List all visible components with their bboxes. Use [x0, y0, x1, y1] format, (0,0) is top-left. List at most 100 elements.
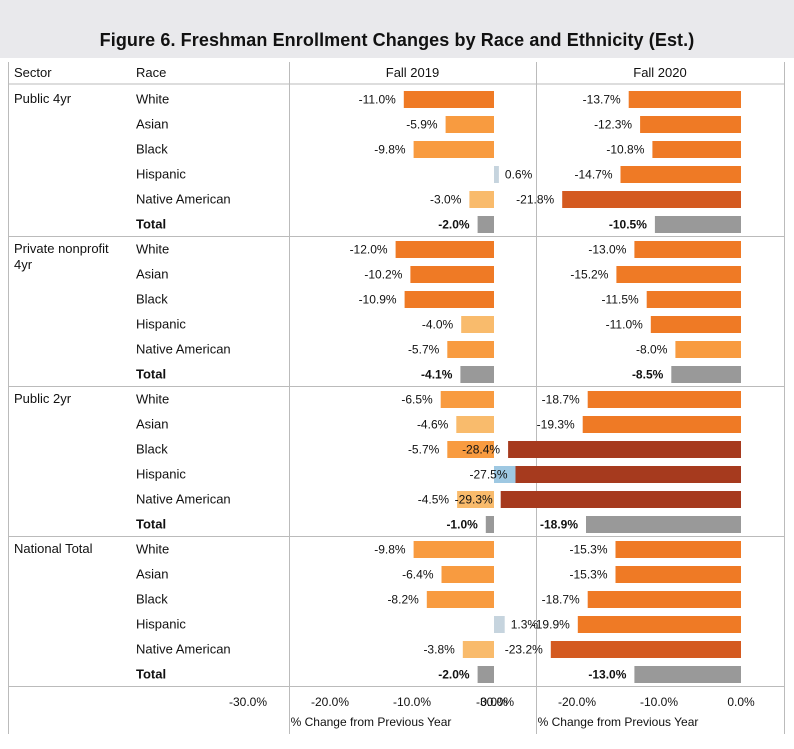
table-rows: Public 4yr White Asian Black Hispanic Native … — [14, 91, 231, 682]
bar — [587, 391, 741, 408]
data-label: -6.5% — [401, 393, 433, 407]
x-tick-label: -20.0% — [558, 695, 596, 709]
sector-label: National Total — [14, 541, 93, 556]
data-label: 1.3% — [511, 618, 539, 632]
bar — [654, 216, 741, 233]
race-label: Hispanic — [136, 317, 186, 332]
race-label: Hispanic — [136, 617, 186, 632]
x-axis-label: % Change from Previous Year — [291, 715, 452, 729]
data-label: -19.9% — [532, 618, 570, 632]
bar — [461, 316, 494, 333]
data-label: -21.8% — [516, 193, 554, 207]
bar — [477, 666, 494, 683]
data-label: 0.6% — [505, 168, 533, 182]
x-tick-label: 0.0% — [480, 695, 508, 709]
bar — [456, 416, 494, 433]
data-label: -2.0% — [438, 218, 470, 232]
data-label: -1.0% — [446, 518, 478, 532]
x-tick-label: -20.0% — [311, 695, 349, 709]
data-label: -11.0% — [359, 93, 396, 107]
bar — [447, 441, 494, 458]
bar — [440, 391, 494, 408]
x-axes: -30.0% -20.0% -10.0% 0.0% % Change from Prev… — [229, 695, 755, 729]
sector-label: Private nonprofit 4yr — [14, 241, 109, 272]
data-label: -10.2% — [364, 268, 402, 282]
chart-title: Figure 6. Freshman Enrollment Changes by… — [99, 30, 695, 50]
data-label: -4.5% — [418, 493, 450, 507]
data-label: -19.3% — [537, 418, 575, 432]
data-label: -5.7% — [408, 343, 440, 357]
bar — [395, 241, 494, 258]
bar — [469, 191, 494, 208]
race-label: White — [136, 242, 169, 257]
bar — [426, 591, 494, 608]
data-label: -27.5% — [469, 468, 507, 482]
bar — [445, 116, 494, 133]
x-axis-label: % Change from Previous Year — [538, 715, 699, 729]
data-label: -23.2% — [505, 643, 543, 657]
bar — [413, 541, 494, 558]
sector-label: Public 4yr — [14, 91, 72, 106]
race-label: Hispanic — [136, 167, 186, 182]
bar — [441, 566, 494, 583]
data-label: -6.4% — [402, 568, 434, 582]
bar — [640, 116, 741, 133]
title-band — [0, 0, 794, 58]
data-label: -12.0% — [350, 243, 388, 257]
race-label: Total — [136, 367, 166, 382]
data-label: -13.0% — [588, 668, 626, 682]
bar — [477, 216, 494, 233]
bar — [652, 141, 741, 158]
bar — [650, 316, 741, 333]
race-label: White — [136, 542, 169, 557]
bar — [494, 166, 499, 183]
race-label: Black — [136, 592, 168, 607]
bar — [577, 616, 741, 633]
data-label: -15.3% — [569, 568, 607, 582]
data-label: -11.5% — [602, 293, 639, 307]
data-label: -11.0% — [606, 318, 643, 332]
panel-header: Fall 2020 — [633, 65, 686, 80]
race-label: White — [136, 392, 169, 407]
race-label: Asian — [136, 567, 169, 582]
race-label: White — [136, 92, 169, 107]
bar — [671, 366, 741, 383]
bar — [457, 491, 494, 508]
race-label: Asian — [136, 417, 169, 432]
race-label: Black — [136, 142, 168, 157]
race-label: Black — [136, 442, 168, 457]
data-label: -18.7% — [542, 393, 580, 407]
column-headers: Sector Race Fall 2019 Fall 2020 — [14, 65, 687, 80]
race-label: Total — [136, 517, 166, 532]
bar — [646, 291, 741, 308]
header-race: Race — [136, 65, 166, 80]
data-label: -29.3% — [455, 493, 493, 507]
x-tick-label: -30.0% — [476, 695, 514, 709]
data-label: -4.1% — [421, 368, 453, 382]
data-label: -3.8% — [423, 643, 455, 657]
data-label: -8.2% — [387, 593, 419, 607]
data-label: -18.9% — [540, 518, 578, 532]
data-label: -9.8% — [374, 143, 406, 157]
data-label: -10.9% — [359, 293, 397, 307]
bar — [634, 241, 741, 258]
bar — [462, 641, 494, 658]
race-label: Total — [136, 667, 166, 682]
bar — [615, 566, 741, 583]
bar — [675, 341, 741, 358]
race-label: Native American — [136, 492, 231, 507]
race-label: Asian — [136, 267, 169, 282]
bar — [634, 666, 741, 683]
data-label: -10.8% — [606, 143, 644, 157]
data-label: -4.0% — [422, 318, 454, 332]
bar — [508, 441, 741, 458]
bar — [615, 541, 741, 558]
bar — [587, 591, 741, 608]
data-label: -10.5% — [609, 218, 647, 232]
bar — [586, 516, 741, 533]
data-label: -5.9% — [406, 118, 438, 132]
bar — [485, 516, 494, 533]
header-sector: Sector — [14, 65, 52, 80]
sector-label: Public 2yr — [14, 391, 72, 406]
